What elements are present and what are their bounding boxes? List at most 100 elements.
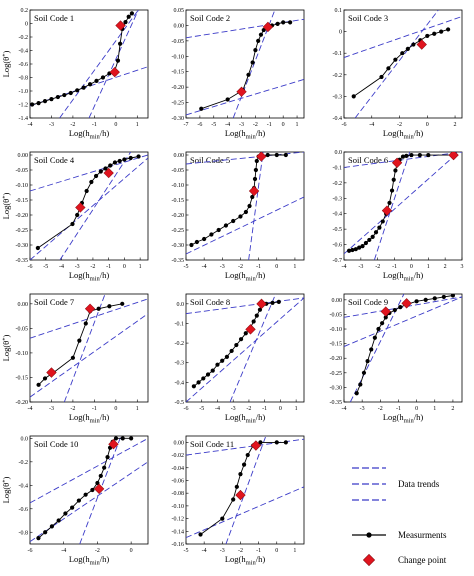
x-axis-label-tail: /h)	[256, 412, 266, 422]
x-tick-label: 0	[123, 264, 126, 270]
x-axis-label: Log(hmin/h)	[69, 554, 110, 567]
measurement-line	[200, 441, 286, 535]
measurement-point	[250, 194, 255, 200]
measurement-point	[251, 319, 256, 324]
panel-11: -5 -4 -3 -2 -1 0 1 0.00 -0.02 -0.04 -0.06 -0.08 -0.1…	[172, 435, 305, 567]
panel-title: Soil Code 5	[190, 155, 230, 165]
measurement-point	[276, 299, 281, 304]
measurement-point	[84, 188, 89, 194]
plot-frame	[185, 151, 305, 261]
measurement-point	[409, 152, 414, 158]
measurement-point	[216, 227, 221, 233]
measurement-point	[234, 484, 239, 489]
panels: -4 -3 -2 -1 0 1 0.2 0 -0.2 -0.4 -0.6 -0.8 -1.0 -1.2 -1…	[1, 8, 464, 567]
change-point-marker	[245, 324, 256, 335]
x-tick-label: 3	[461, 264, 464, 270]
measurement-point	[376, 326, 381, 332]
x-tick-label: 1	[136, 406, 139, 412]
x-axis-label-main: Log(h	[225, 128, 247, 138]
measurement-point	[93, 173, 99, 179]
panel-10: -6 -4 -2 00.0-0.2-0.4-0.6-0.8Log(hmin/h)Log…	[1, 435, 149, 567]
x-axis-label-main: Log(h	[69, 412, 91, 422]
x-tick-label: -3	[75, 264, 80, 270]
x-tick-label: -4	[28, 406, 33, 412]
x-axis-label-main: Log(h	[225, 270, 247, 280]
x-tick-label: -2	[375, 264, 380, 270]
measurement-point	[36, 101, 41, 106]
measurement-point	[351, 94, 356, 99]
panel-6: -4 -3 -2 -1 0 1 2 3 0.0 -0.1 -0.2 -0.3 -0.4 -0.5 -0.6 -…	[333, 150, 464, 283]
x-tick-label: 1	[296, 122, 299, 128]
measurement-point	[387, 200, 392, 206]
x-tick-label: 1	[427, 264, 430, 270]
measurement-point	[231, 497, 236, 502]
measurement-point	[102, 465, 107, 470]
y-tick-label: -0.30	[330, 385, 343, 391]
x-tick-label: -6	[184, 406, 189, 412]
y-tick-label: -0.30	[172, 116, 185, 122]
change-point-marker	[256, 152, 267, 162]
measurement-point	[258, 440, 263, 445]
x-tick-label: 1	[136, 122, 139, 128]
panel-title: Soil Code 6	[348, 155, 388, 165]
x-axis-label-main: Log(h	[225, 554, 247, 564]
trend-line	[344, 16, 462, 58]
trend-line	[59, 152, 132, 260]
y-tick-label: -0.20	[330, 356, 343, 362]
x-tick-label: 0	[282, 122, 285, 128]
panel-title: Soil Code 2	[190, 13, 230, 23]
measurement-point	[450, 294, 456, 298]
measurement-point	[380, 219, 385, 224]
y-tick-label: 0.00	[174, 153, 185, 159]
panel-5: -5 -4 -3 -2 -1 0 1 0.00 -0.05 -0.10 -0.15 -0.20 -0.2…	[172, 151, 305, 283]
y-tick-label: -0.25	[16, 228, 29, 234]
measurement-point	[117, 158, 122, 164]
measurement-point	[123, 20, 128, 25]
measurement-point	[89, 179, 94, 185]
measurement-point	[254, 313, 259, 318]
x-tick-label: -1	[256, 548, 261, 554]
y-tick-label: 0.0	[335, 150, 343, 156]
x-tick-label: -4	[28, 122, 33, 128]
x-axis-label-tail: /h)	[100, 554, 110, 564]
plot-frame	[29, 293, 149, 403]
measurement-point	[425, 33, 430, 39]
change-point-marker	[391, 157, 403, 168]
y-tick-label: -0.10	[16, 351, 29, 357]
y-tick-label: -0.2	[333, 73, 343, 79]
y-tick-label: -0.10	[16, 183, 29, 189]
x-tick-label: 0	[279, 406, 282, 412]
x-axis-label-sub: min	[246, 418, 257, 425]
y-tick-label: -0.1	[333, 165, 343, 171]
measurement-point	[90, 487, 95, 493]
panel-title: Soil Code 4	[34, 155, 75, 165]
x-axis-label-main: Log(h	[383, 128, 405, 138]
change-point-marker	[380, 306, 391, 317]
y-tick-label: -0.8	[19, 530, 29, 536]
x-axis-label-sub: min	[90, 560, 101, 567]
plot-frame	[29, 151, 149, 261]
measurement-point	[238, 214, 243, 219]
change-point-marker	[262, 21, 274, 33]
x-tick-label: 0	[415, 406, 418, 412]
x-tick-label: -1	[267, 122, 272, 128]
x-tick-label: -3	[239, 122, 244, 128]
measurement-point	[393, 168, 398, 173]
y-tick-label: -0.4	[19, 483, 29, 489]
change-point-marker	[103, 167, 114, 179]
y-tick-label: -0.7	[333, 258, 343, 264]
plot-area	[344, 152, 462, 260]
x-tick-label: -2	[90, 264, 95, 270]
x-axis-label-sub: min	[90, 134, 101, 141]
trend-line	[344, 296, 462, 318]
x-axis-label-tail: /h)	[414, 412, 424, 422]
panel-title: Soil Code 10	[34, 439, 78, 449]
measurement-point	[360, 244, 365, 249]
change-point-marker	[84, 303, 96, 314]
plot-frame	[185, 293, 305, 403]
y-tick-label: -0.30	[172, 243, 185, 249]
y-axis-label: Log(θ*)	[1, 50, 11, 77]
change-point-marker	[236, 86, 247, 97]
change-point-marker	[250, 440, 262, 451]
measurement-line	[38, 437, 132, 539]
